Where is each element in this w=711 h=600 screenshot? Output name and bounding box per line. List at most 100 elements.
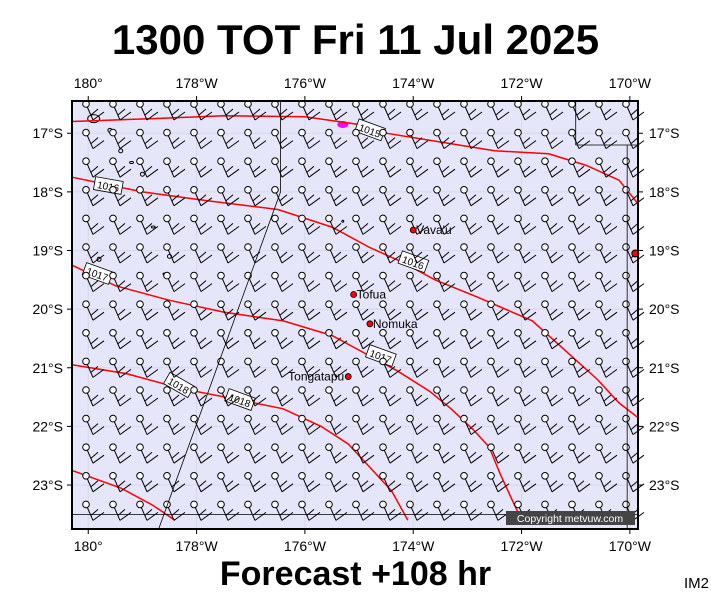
wind-barb [514,472,537,493]
wind-barb [433,100,456,121]
barb-feather [333,423,342,430]
barb-shaft [329,392,337,407]
barb-shaft [275,449,283,464]
barb-station [271,128,279,137]
barb-feather [387,480,396,488]
wind-barb [460,186,483,207]
barb-feather [495,137,504,144]
island-shape [129,161,135,165]
barb-station [622,128,630,137]
barb-feather [117,308,126,316]
barb-shaft [599,135,607,149]
barb-feather [254,111,267,121]
barb-shaft [113,278,121,292]
wind-barb [433,472,456,493]
wind-barb [433,357,456,378]
wind-barb [487,243,510,264]
barb-feather [441,194,450,202]
barb-station [541,300,549,309]
barb-shaft [410,392,418,407]
barb-feather [198,223,207,230]
barb-shaft [194,392,202,407]
lon-tick-label-bottom: 172°W [500,538,543,554]
barb-shaft [329,306,337,321]
barb-feather [605,340,618,350]
wind-barb [460,157,483,178]
wind-barb [271,157,294,178]
barb-shaft [221,507,229,521]
lon-tick-label-top: 174°W [392,75,435,91]
barb-feather [414,423,423,430]
barb-station [109,414,117,423]
barb-feather [387,308,396,316]
barb-feather [92,397,105,407]
barb-shaft [545,364,553,378]
barb-feather [524,225,537,235]
wind-barb [406,128,429,150]
barb-station [271,214,279,223]
barb-shaft [140,478,148,493]
barb-feather [279,423,288,430]
barb-station [298,500,306,509]
barb-feather [603,451,612,459]
barb-feather [119,283,132,293]
lat-tick-label-right: 19°S [649,243,680,259]
barb-feather [333,394,342,402]
barb-station [379,186,387,194]
copyright-box: Copyright metvuw.com [506,511,635,525]
barb-shaft [410,335,418,350]
barb-feather [333,451,342,459]
barb-feather [576,165,585,173]
wind-barb [514,271,537,293]
place-dot [409,226,417,234]
barb-shaft [194,364,202,378]
barb-shaft [113,449,121,464]
barb-shaft [356,335,364,350]
barb-feather [605,283,618,293]
barb-shaft [545,421,553,435]
wind-barb [217,357,240,378]
wind-barb [433,271,456,293]
barb-station [190,186,198,194]
wind-barb [271,243,294,264]
barb-shaft [167,135,175,149]
barb-shaft [410,449,418,464]
barb-shaft [302,221,310,235]
barb-feather [146,140,159,150]
barb-feather [281,483,294,493]
barb-shaft [275,335,283,350]
wind-barb [487,357,510,378]
wind-barb [460,386,483,407]
barb-station [217,214,225,223]
barb-feather [551,311,564,321]
barb-feather [441,337,450,345]
barb-feather [389,254,402,264]
barb-feather [360,223,369,230]
barb-shaft [248,507,256,521]
barb-shaft [410,135,418,149]
barb-station [352,472,360,480]
wind-barb [271,186,294,207]
barb-feather [308,111,321,121]
barb-feather [522,251,531,259]
wind-barb [298,128,321,150]
barb-shaft [410,106,418,121]
barb-station [622,414,630,423]
barb-feather [387,165,396,173]
barb-station [568,357,576,366]
barb-station [379,243,387,251]
barb-station [163,186,171,194]
barb-feather [335,283,348,293]
barb-feather [306,108,315,116]
barb-feather [576,451,585,459]
wind-barb [163,271,186,293]
barb-shaft [194,335,202,350]
barb-station [82,243,90,251]
wind-barb [244,443,267,464]
barb-feather [117,451,126,459]
wind-barb [379,357,402,378]
barb-feather [524,254,537,264]
wind-barb [352,300,375,321]
barb-feather [144,280,153,287]
wind-barb [541,157,564,178]
